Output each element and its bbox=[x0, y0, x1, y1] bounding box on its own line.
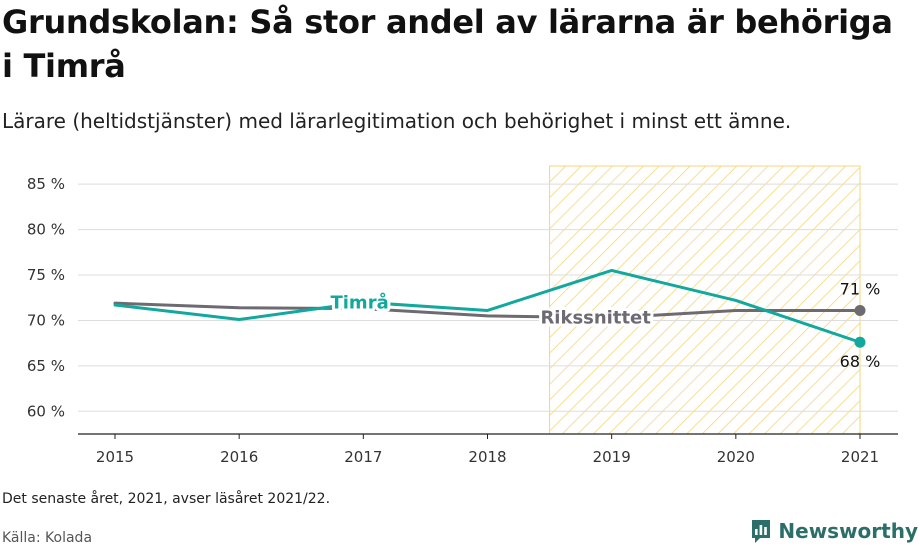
series-line-rikssnittet bbox=[113, 301, 862, 320]
x-tick-label: 2015 bbox=[96, 448, 134, 466]
highlight-period bbox=[549, 165, 861, 435]
end-label-rikssnittet: 71 % bbox=[840, 279, 881, 298]
chart-subtitle: Lärare (heltidstjänster) med lärarlegiti… bbox=[2, 109, 792, 133]
line-chart: 60 % 65 % 70 % 75 % 80 % 85 % 2015 2016 2017 2018… bbox=[27, 165, 898, 466]
y-tick-label: 60 % bbox=[27, 402, 65, 420]
series-line-timra bbox=[113, 268, 862, 344]
series-label-timra-halo: Timrå bbox=[330, 291, 388, 313]
series-line-timra-endpoint bbox=[854, 336, 866, 348]
newsworthy-logo: Newsworthy bbox=[750, 518, 918, 544]
series-label-rikssnittet: Rikssnittet bbox=[540, 308, 651, 329]
series-label-rikssnittet-halo: Rikssnittet bbox=[540, 308, 651, 329]
x-tick-label: 2020 bbox=[717, 448, 755, 466]
y-tick-label: 80 % bbox=[27, 221, 65, 239]
source-label: Källa: Kolada bbox=[2, 530, 93, 546]
x-tick-label: 2019 bbox=[593, 448, 631, 466]
series-line-rikssnittet-endpoint bbox=[854, 304, 866, 316]
x-tick-label: 2016 bbox=[220, 448, 258, 466]
x-tick-label: 2021 bbox=[841, 448, 879, 466]
y-tick-label: 70 % bbox=[27, 311, 65, 329]
y-tick-label: 75 % bbox=[27, 266, 65, 284]
chart-title: Grundskolan: Så stor andel av lärarna är… bbox=[2, 3, 893, 85]
bar-chart-icon bbox=[752, 520, 771, 543]
y-tick-label: 85 % bbox=[27, 175, 65, 193]
series-label-timra: Timrå bbox=[330, 291, 388, 313]
y-tick-label: 65 % bbox=[27, 357, 65, 375]
end-label-timra: 68 % bbox=[840, 352, 881, 371]
brand-name: Newsworthy bbox=[778, 519, 918, 543]
footnote: Det senaste året, 2021, avser läsåret 20… bbox=[2, 491, 331, 507]
x-tick-label: 2017 bbox=[344, 448, 382, 466]
x-tick-label: 2018 bbox=[468, 448, 506, 466]
